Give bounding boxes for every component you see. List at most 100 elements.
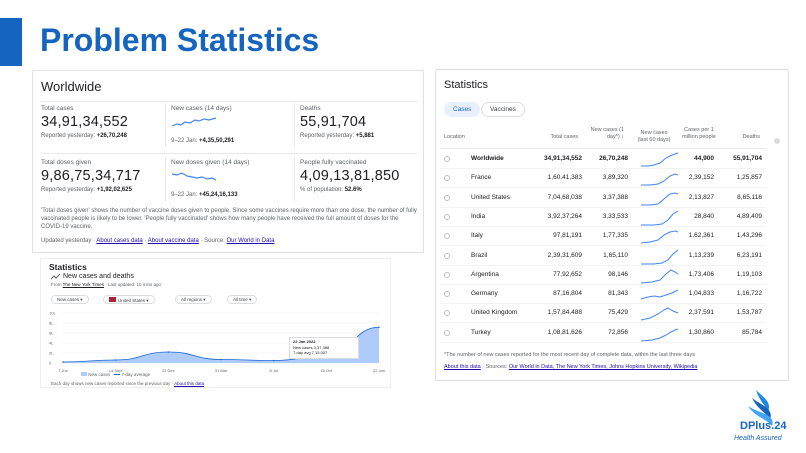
deaths-cell: 4,89,409 <box>736 212 762 220</box>
total-cases-cell: 3,92,37,264 <box>547 212 582 220</box>
location-name: United States <box>471 193 511 201</box>
stat-total-cases: Total cases 34,91,34,552 Reported yester… <box>41 105 129 139</box>
x-tick-label: 7 Jun <box>58 368 68 373</box>
new-cases-cell: 81,343 <box>608 290 628 298</box>
location-name: Germany <box>471 290 498 298</box>
about-this-data-link[interactable]: About this data <box>444 364 481 370</box>
total-cases-cell: 77,92,652 <box>553 270 582 278</box>
table-row[interactable]: Argentina 77,92,652 98,146 1,73,406 1,19,103 <box>440 266 766 285</box>
country-dropdown[interactable]: United States ▾ <box>103 295 155 304</box>
flag-icon <box>457 252 467 260</box>
total-cases-cell: 7,04,68,038 <box>547 193 582 201</box>
row-radio[interactable] <box>444 329 450 336</box>
row-radio[interactable] <box>444 156 450 162</box>
header-deaths[interactable]: Deaths <box>742 134 760 140</box>
divider <box>294 103 295 147</box>
region-dropdown[interactable]: All regions ▾ <box>175 295 212 304</box>
table-row[interactable]: Turkey 1,08,81,626 72,856 1,30,860 85,784 <box>440 324 766 343</box>
trend-sparkline <box>641 249 679 264</box>
deaths-cell: 85,784 <box>742 328 762 336</box>
header-per-million[interactable]: Cases per 1 million people <box>682 127 716 140</box>
row-radio[interactable] <box>444 175 450 182</box>
about-this-data-link[interactable]: About this data <box>174 381 205 386</box>
metric-dropdown[interactable]: New cases ▾ <box>51 295 89 304</box>
per-million-cell: 1,30,860 <box>688 328 714 336</box>
row-radio[interactable] <box>444 194 450 201</box>
new-cases-cell: 75,429 <box>608 309 628 317</box>
stat-new-cases-14d[interactable]: New cases (14 days) 9–22 Jan: +4,35,50,2… <box>171 105 235 144</box>
table-row[interactable]: United States 7,04,68,038 3,37,388 2,13,827… <box>440 189 766 208</box>
per-million-cell: 44,900 <box>694 155 714 162</box>
flag-icon <box>457 194 467 202</box>
total-cases-cell: 1,08,81,626 <box>547 328 582 336</box>
stat-new-doses-14d[interactable]: New doses given (14 days) 9–22 Jan: +45,… <box>171 159 250 198</box>
row-radio[interactable] <box>444 271 450 278</box>
new-cases-cell: 3,37,388 <box>602 193 628 201</box>
x-tick-label: 14 Sept <box>109 368 124 373</box>
new-cases-cell: 3,33,533 <box>602 212 628 220</box>
sources-links[interactable]: Our World in Data, The New York Times, J… <box>508 364 698 370</box>
row-radio[interactable] <box>444 310 450 317</box>
trend-sparkline <box>641 152 679 167</box>
new-doses-sparkline <box>171 172 217 181</box>
flag-icon <box>457 232 467 240</box>
deaths-cell: 55,91,704 <box>733 155 762 162</box>
about-vaccine-link[interactable]: About vaccine data <box>147 238 199 244</box>
row-radio[interactable] <box>444 213 450 220</box>
header-location[interactable]: Location <box>444 134 465 140</box>
flag-icon <box>457 213 467 221</box>
row-radio[interactable] <box>444 252 450 259</box>
row-radio[interactable] <box>444 291 450 298</box>
total-cases-cell: 2,39,31,609 <box>547 251 582 259</box>
scrollbar[interactable] <box>774 138 780 144</box>
row-radio[interactable] <box>444 233 450 240</box>
header-total-cases[interactable]: Total cases <box>550 134 578 140</box>
stat-deaths: Deaths 55,91,704 Reported yesterday: +5,… <box>300 105 375 139</box>
divider <box>294 157 295 201</box>
trend-sparkline <box>641 192 679 206</box>
location-name: United Kingdom <box>471 309 518 317</box>
trend-icon <box>50 273 61 280</box>
tab-vaccines[interactable]: Vaccines <box>481 102 525 117</box>
table-row[interactable]: France 1,60,41,383 3,89,320 2,39,152 1,25,85… <box>440 169 766 189</box>
new-cases-cell: 1,77,335 <box>602 232 628 240</box>
flag-icon <box>457 155 467 163</box>
flag-icon <box>457 271 467 279</box>
per-million-cell: 1,73,406 <box>688 270 714 278</box>
per-million-cell: 2,39,152 <box>688 174 714 182</box>
table-row[interactable]: Italy 97,81,191 1,77,335 1,62,361 1,43,296 <box>440 227 766 247</box>
table-row[interactable]: India 3,92,37,264 3,33,533 28,840 4,89,409 <box>440 208 766 227</box>
new-cases-sparkline <box>171 117 217 127</box>
table-row[interactable]: United Kingdom 1,57,84,488 75,429 2,37,591 1… <box>440 304 766 324</box>
source-link[interactable]: Our World in Data <box>226 238 275 244</box>
new-cases-cell: 72,856 <box>608 328 628 336</box>
header-new-cases[interactable]: New cases (1 day*) ↓ <box>590 127 624 140</box>
tab-cases[interactable]: Cases <box>444 102 481 117</box>
y-tick-label: 8L <box>49 321 54 326</box>
table-sources: About this data · Sources: Our World in … <box>444 364 698 370</box>
total-cases-cell: 87,16,804 <box>553 290 582 298</box>
deaths-cell: 1,53,787 <box>736 309 762 317</box>
about-cases-link[interactable]: About cases data <box>96 238 143 244</box>
slide-title: Problem Statistics <box>40 22 320 58</box>
flag-icon <box>457 174 467 182</box>
table-row[interactable]: Germany 87,16,804 81,343 1,04,833 1,16,722 <box>440 285 766 305</box>
data-point <box>62 361 64 363</box>
per-million-cell: 2,37,591 <box>688 309 714 317</box>
divider <box>41 101 417 102</box>
statistics-title: Statistics <box>444 79 489 91</box>
table-footnote: *The number of new cases reported for th… <box>444 352 695 358</box>
table-row[interactable]: Worldwide 34,91,34,552 26,70,248 44,900 55,9… <box>440 150 766 169</box>
logo-tagline: Health Assured <box>734 435 782 442</box>
timerange-dropdown[interactable]: All time ▾ <box>227 295 258 304</box>
updated-line: Updated yesterday · About cases data · A… <box>41 238 275 244</box>
table-row[interactable]: Brazil 2,39,31,609 1,65,110 1,13,239 6,23,19… <box>440 247 766 266</box>
deaths-cell: 8,65,116 <box>737 193 762 201</box>
x-tick-label: 22 Jan <box>373 368 385 373</box>
new-cases-cell: 1,65,110 <box>603 251 628 259</box>
deaths-cell: 6,23,191 <box>736 251 762 259</box>
statistics-card: Statistics Cases Vaccines Location Total… <box>435 69 789 381</box>
divider <box>165 103 166 147</box>
header-trend[interactable]: New cases (last 60 days) <box>637 130 671 143</box>
y-tick-label: 0 <box>49 361 52 366</box>
